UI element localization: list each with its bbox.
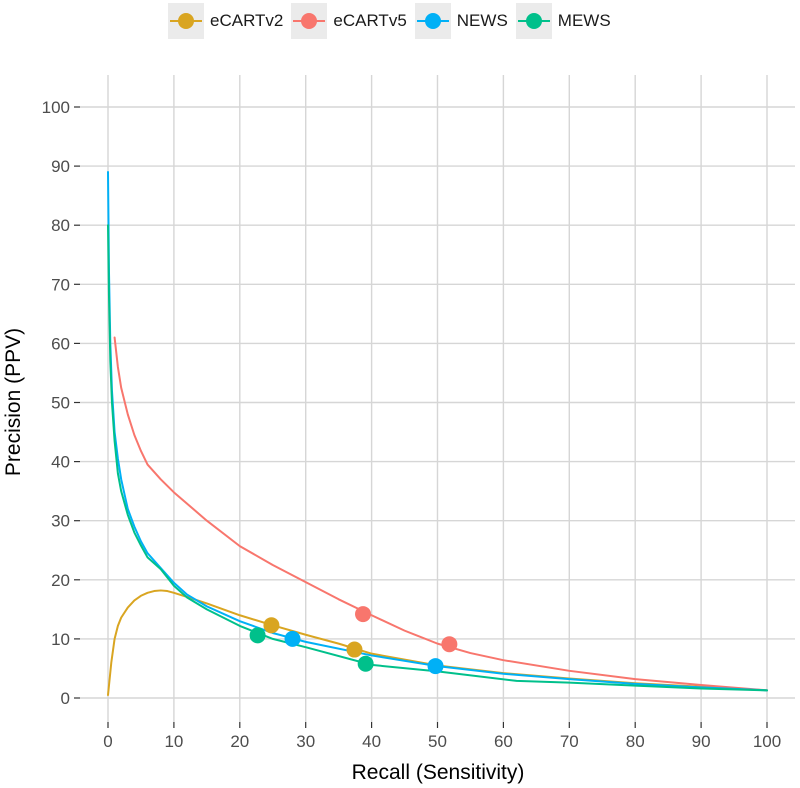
y-tick-label: 50 — [51, 394, 70, 413]
marker-news — [427, 658, 444, 675]
x-tick-label: 80 — [626, 732, 645, 751]
y-tick-label: 70 — [51, 275, 70, 294]
x-tick-label: 70 — [560, 732, 579, 751]
marker-mews — [357, 655, 374, 672]
marker-ecartv2 — [346, 641, 363, 658]
axis-ticks: 0 10 20 30 40 50 60 70 80 90 100 0 10 20 30 40 50 60 70 80 9… — [42, 98, 782, 751]
y-tick-label: 40 — [51, 453, 70, 472]
legend-item-news[interactable]: NEWS — [414, 3, 508, 39]
marker-ecartv2 — [263, 617, 280, 634]
series-line-ecartv5 — [113, 336, 768, 692]
x-tick-label: 30 — [296, 732, 315, 751]
legend-label-mews: MEWS — [557, 11, 611, 30]
legend-key-mews — [515, 3, 552, 39]
y-tick-label: 60 — [51, 334, 70, 353]
series-markers — [249, 606, 458, 675]
x-tick-label: 0 — [103, 732, 112, 751]
marker-news — [284, 630, 301, 647]
x-axis-label: Recall (Sensitivity) — [352, 761, 525, 784]
y-tick-label: 20 — [51, 571, 70, 590]
grid — [80, 75, 795, 722]
x-tick-label: 90 — [692, 732, 711, 751]
y-axis-label: Precision (PPV) — [2, 328, 25, 476]
x-tick-label: 60 — [494, 732, 513, 751]
legend-label-ecartv2: eCARTv2 — [210, 11, 284, 30]
legend: eCARTv2 eCARTv5 NEWS MEWS — [168, 2, 619, 40]
legend-item-ecartv2[interactable]: eCARTv2 — [168, 3, 283, 39]
marker-mews — [249, 627, 266, 644]
legend-label-ecartv5: eCARTv5 — [333, 11, 407, 30]
y-tick-label: 90 — [51, 157, 70, 176]
series-lines — [107, 171, 768, 697]
y-tick-label: 100 — [42, 98, 70, 117]
legend-item-ecartv5[interactable]: eCARTv5 — [291, 3, 407, 39]
legend-key-ecartv2 — [168, 3, 204, 39]
legend-key-news — [414, 3, 451, 39]
x-tick-label: 40 — [362, 732, 381, 751]
y-tick-label: 0 — [61, 689, 70, 708]
x-tick-label: 20 — [230, 732, 249, 751]
legend-label-news: NEWS — [456, 11, 508, 30]
y-tick-label: 30 — [51, 512, 70, 531]
marker-ecartv5 — [441, 636, 458, 653]
x-tick-label: 100 — [753, 732, 781, 751]
legend-key-ecartv5 — [291, 3, 328, 39]
marker-ecartv5 — [355, 606, 372, 623]
legend-item-mews[interactable]: MEWS — [515, 3, 611, 39]
series-line-mews — [107, 224, 768, 692]
x-tick-label: 50 — [428, 732, 447, 751]
y-tick-label: 80 — [51, 216, 70, 235]
y-tick-label: 10 — [51, 630, 70, 649]
x-tick-label: 10 — [164, 732, 183, 751]
